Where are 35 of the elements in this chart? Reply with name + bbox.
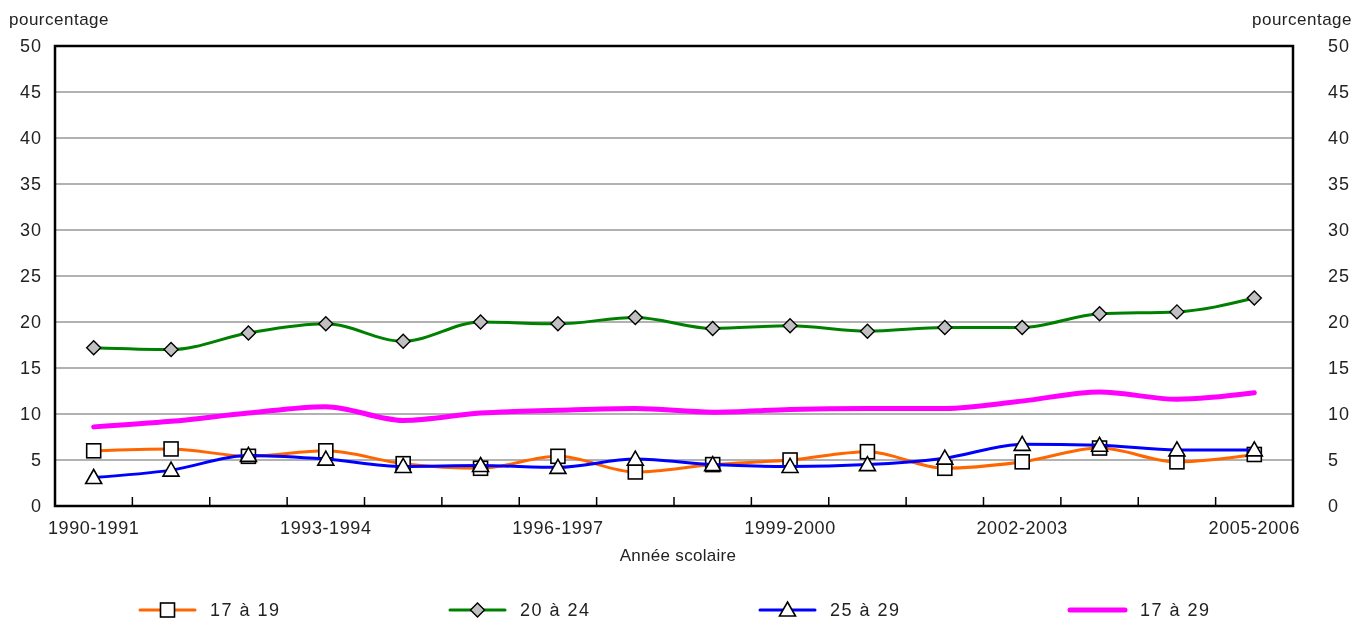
y-tick-label: 5 (30, 450, 42, 471)
y2-tick-label: 0 (1328, 496, 1340, 517)
y2-tick-label: 35 (1328, 174, 1351, 195)
legend-label: 17 à 29 (1140, 600, 1211, 621)
x-tick-label: 2002-2003 (976, 518, 1068, 538)
y2-tick-label: 5 (1328, 450, 1340, 471)
x-tick-label: 2005-2006 (1208, 518, 1301, 538)
x-tick-label: 1999-2000 (744, 518, 836, 538)
y2-tick-label: 20 (1328, 312, 1351, 333)
y2-tick-label: 10 (1328, 404, 1351, 425)
y2-tick-label: 45 (1328, 82, 1351, 103)
y2-tick-label: 15 (1328, 358, 1351, 379)
y-tick-label: 20 (19, 312, 42, 333)
x-axis-title: Année scolaire (619, 546, 737, 565)
y2-tick-label: 40 (1328, 128, 1351, 149)
legend-label: 17 à 19 (210, 600, 281, 621)
y-tick-label: 0 (30, 496, 42, 517)
y-tick-label: 30 (19, 220, 42, 241)
y-tick-label: 45 (19, 82, 42, 103)
legend-label: 20 à 24 (520, 600, 591, 621)
y-tick-label: 25 (19, 266, 42, 287)
y-tick-label: 50 (19, 36, 42, 57)
x-tick-label: 1993-1994 (280, 518, 372, 538)
y-tick-label: 10 (19, 404, 42, 425)
y-tick-label: 15 (19, 358, 42, 379)
legend-label: 25 à 29 (830, 600, 901, 621)
y-tick-label: 35 (19, 174, 42, 195)
y-tick-label: 40 (19, 128, 42, 149)
x-tick-label: 1996-1997 (512, 518, 604, 538)
y-axis-title: pourcentage (9, 10, 110, 29)
y2-tick-label: 50 (1328, 36, 1351, 57)
y2-tick-label: 25 (1328, 266, 1351, 287)
y2-tick-label: 30 (1328, 220, 1351, 241)
x-tick-label: 1990-1991 (47, 518, 140, 538)
y2-axis-title: pourcentage (1251, 10, 1352, 29)
